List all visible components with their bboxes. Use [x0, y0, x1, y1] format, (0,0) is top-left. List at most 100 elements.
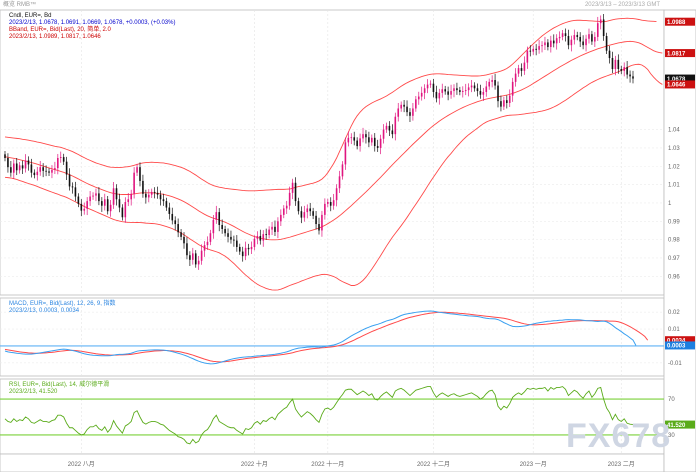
candle-body — [280, 214, 282, 222]
bband-upper-line — [4, 17, 657, 192]
header-left-title: 概览 RMB™ — [3, 0, 36, 8]
candle-body — [247, 247, 250, 250]
candle-body — [30, 164, 33, 173]
candle-body — [268, 229, 270, 236]
candle-body — [224, 228, 226, 234]
candle-body — [438, 92, 441, 99]
candle-body — [51, 169, 53, 173]
candle-body — [535, 48, 537, 50]
candle-body — [503, 100, 505, 107]
candle-body — [371, 137, 373, 143]
candle-body — [103, 199, 106, 206]
candle-body — [33, 172, 36, 176]
bband-lower-line — [4, 63, 663, 291]
candle-body — [206, 241, 209, 246]
candle-body — [576, 35, 579, 37]
candle-body — [596, 23, 599, 37]
candle-body — [285, 205, 288, 209]
candle-body — [24, 160, 27, 169]
price-y-tick-label: 0.98 — [668, 238, 680, 244]
candle-body — [591, 34, 593, 42]
candle-body — [192, 253, 194, 260]
candle-body — [194, 253, 197, 265]
candle-body — [83, 208, 86, 211]
candle-body — [538, 46, 540, 50]
price-y-tick-label: 0.99 — [668, 219, 680, 225]
candle-body — [92, 195, 94, 197]
x-tick-label: 2022 十月 — [241, 460, 268, 468]
candle-body — [579, 36, 581, 42]
candle-body — [473, 85, 476, 89]
candle-body — [456, 88, 458, 91]
watermark-logo: FX678 — [566, 417, 671, 455]
candle-body — [544, 42, 546, 46]
candle-body — [470, 85, 473, 88]
x-tick-label: 2023 一月 — [520, 461, 547, 468]
candle-body — [241, 251, 244, 257]
candle-body — [479, 91, 482, 95]
price-badge — [665, 17, 695, 26]
header-right-title: 2023/3/13 – 2023/3/13 GMT — [585, 2, 660, 8]
candle-body — [21, 165, 24, 169]
candle-body — [101, 201, 103, 206]
macd-legend-line: MACD, EUR=, Bid(Last), 12, 26, 9, 指数 — [9, 299, 116, 307]
candle-body — [561, 33, 564, 37]
candle-body — [159, 194, 162, 200]
macd-badge — [665, 336, 695, 345]
rsi-y-tick-label: 30 — [668, 433, 675, 439]
candle-body — [112, 188, 115, 205]
price-y-tick-label: 1.01 — [668, 183, 680, 189]
candle-body — [376, 146, 379, 148]
macd-badge — [665, 341, 695, 350]
candle-body — [400, 104, 402, 109]
candle-body — [262, 234, 265, 241]
candle-body — [86, 201, 88, 209]
candle-body — [620, 69, 623, 71]
candle-body — [227, 233, 229, 237]
candle-body — [350, 137, 353, 139]
candle-body — [300, 211, 303, 218]
macd-y-tick-label: 0.02 — [668, 310, 680, 316]
candle-body — [271, 226, 273, 230]
candle-body — [274, 226, 276, 232]
candle-body — [315, 215, 317, 225]
candle-body — [585, 38, 587, 46]
candle-body — [291, 182, 294, 193]
candle-body — [221, 224, 223, 229]
candle-body — [153, 191, 156, 193]
candle-body — [406, 106, 408, 113]
candle-body — [7, 158, 9, 168]
candle-body — [444, 89, 446, 92]
candle-body — [139, 167, 141, 181]
candle-body — [80, 203, 83, 211]
axes-layer: 2022 八月 2022 十月 2022 十一月 2022 十二月 2023 一月 202… — [68, 128, 683, 468]
price-y-tick-label: 0.97 — [668, 256, 680, 262]
candle-body — [48, 171, 50, 173]
x-tick-label: 2022 八月 — [68, 461, 95, 468]
candle-body — [183, 236, 185, 244]
candle-body — [54, 168, 56, 170]
candle-body — [588, 34, 590, 39]
candle-body — [368, 137, 370, 143]
main-legend-line: BBand, EUR=, Bid(Last), 20, 简单, 2.0 — [9, 25, 112, 33]
candle-body — [335, 188, 338, 201]
macd-y-tick-label: -0.01 — [668, 361, 682, 367]
candle-body — [233, 239, 235, 241]
candle-body — [332, 200, 335, 206]
candle-body — [614, 59, 617, 70]
candle-body — [256, 235, 259, 239]
candle-body — [379, 138, 382, 148]
candle-body — [142, 180, 144, 194]
candle-body — [500, 101, 502, 107]
main-legend-line: 2023/2/13, 1.0678, 1.0691, 1.0669, 1.067… — [9, 20, 175, 26]
candle-body — [236, 240, 238, 247]
candle-body — [359, 138, 361, 147]
x-tick-label: 2023 二月 — [608, 461, 635, 468]
rsi-badge — [665, 420, 695, 429]
candle-body — [177, 224, 179, 233]
candle-body — [356, 140, 358, 147]
candle-body — [89, 196, 91, 202]
candle-body — [329, 202, 332, 206]
candle-body — [174, 220, 177, 225]
candle-body — [415, 99, 417, 109]
